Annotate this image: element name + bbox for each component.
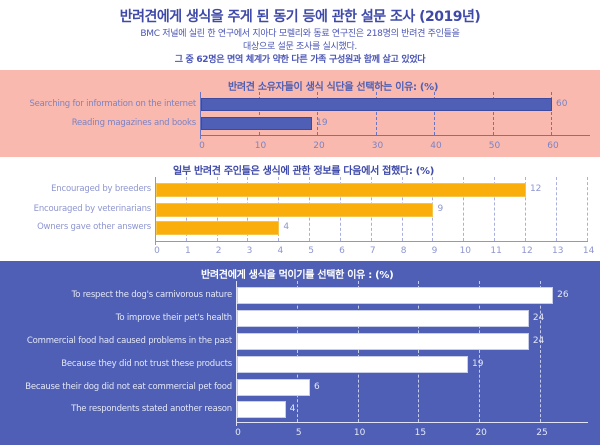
x-tick-label: 10: [353, 428, 366, 438]
category-label: The respondents stated another reason: [71, 403, 232, 414]
category-label: To improve their pet's health: [115, 312, 232, 323]
bar-value-label: 60: [556, 98, 568, 109]
bar-value-label: 12: [529, 184, 542, 194]
x-tick-label: 13: [552, 246, 564, 256]
bar: [156, 183, 526, 197]
x-tick-label: 4: [277, 246, 284, 256]
chart-panel-info-sources: 일부 반려견 주인들은 생식에 관한 정보를 다음에서 접했다: (%) Enco…: [0, 157, 600, 261]
category-label: Owners gave other answers: [37, 222, 151, 232]
bar-value-label: 24: [532, 312, 545, 323]
x-tick-label: 25: [536, 428, 548, 438]
category-label: Because their dog did not eat commercial…: [25, 381, 232, 392]
x-tick-label: 9: [431, 246, 438, 256]
bar-value-label: 9: [437, 204, 444, 214]
main-title: 반려견에게 생식을 주게 된 동기 등에 관한 설문 조사 (2019년): [119, 9, 481, 25]
gridline: [586, 177, 588, 241]
chart-title: 반려견에게 생식을 먹이기를 선택한 이유 : (%): [201, 270, 394, 281]
x-tick-label: 6: [339, 246, 345, 256]
bar: [156, 221, 280, 235]
category-label: Because they did not trust these product…: [61, 358, 232, 369]
bar: [201, 117, 313, 130]
gridline: [296, 281, 298, 422]
x-tick-label: 1: [184, 246, 191, 256]
x-tick-label: 7: [369, 246, 376, 256]
gridline: [357, 281, 359, 422]
gridline: [434, 92, 435, 135]
x-tick-label: 10: [254, 141, 267, 151]
bar-value-label: 26: [557, 289, 569, 300]
bar: [237, 287, 554, 304]
bar-value-label: 4: [283, 222, 290, 232]
bar-value-label: 6: [313, 381, 320, 392]
x-axis-line: [200, 135, 590, 136]
y-axis-line: [200, 92, 201, 139]
gridline: [494, 177, 496, 241]
x-tick-label: 10: [459, 246, 472, 256]
x-tick-label: 20: [313, 141, 325, 151]
category-label: Commercial food had caused problems in t…: [26, 335, 232, 346]
x-tick-label: 5: [295, 428, 302, 438]
bar: [237, 379, 310, 396]
bar: [237, 356, 469, 373]
category-label: Encouraged by veterinarians: [33, 204, 152, 214]
gridline: [555, 177, 557, 241]
chart-panel-feeding-reasons: 반려견에게 생식을 먹이기를 선택한 이유 : (%) To respect th…: [0, 261, 600, 445]
subtitle-line-1: BMC 저널에 실린 한 연구에서 지아다 모렐리와 동료 연구진은 218명의…: [140, 29, 460, 39]
bar-value-label: 24: [532, 335, 545, 346]
category-label: Searching for information on the interne…: [29, 98, 196, 109]
y-axis-line: [236, 281, 237, 426]
gridline: [479, 281, 481, 422]
x-tick-label: 15: [414, 428, 427, 438]
bar: [156, 203, 434, 217]
gridline: [375, 92, 377, 135]
x-tick-label: 20: [475, 428, 487, 438]
subtitle-line-2: 대상으로 설문 조사를 실시했다.: [243, 42, 357, 52]
x-tick-label: 60: [547, 141, 559, 151]
gridline: [258, 92, 260, 135]
x-tick-label: 5: [308, 246, 315, 256]
gridline: [551, 92, 552, 135]
gridline: [317, 92, 318, 135]
bar: [237, 310, 529, 327]
bar: [201, 98, 552, 111]
x-tick-label: 8: [400, 246, 407, 256]
chart-panel-diet-reasons: 반려견 소유자들이 생식 식단을 선택하는 이유: (%) Searching f…: [0, 70, 600, 157]
infographic-header: 반려견에게 생식을 주게 된 동기 등에 관한 설문 조사 (2019년) BM…: [0, 0, 600, 70]
subtitle-line-3: 그 중 62명은 면역 체계가 약한 다른 가족 구성원과 함께 살고 있었다: [174, 55, 426, 65]
chart-title: 일부 반려견 주인들은 생식에 관한 정보를 다음에서 접했다: (%): [173, 166, 435, 177]
chart-title: 반려견 소유자들이 생식 식단을 선택하는 이유: (%): [228, 82, 439, 93]
bar-value-label: 19: [472, 358, 484, 369]
x-tick-label: 12: [521, 246, 533, 256]
bar-value-label: 4: [289, 403, 296, 414]
category-label: To respect the dog's carnivorous nature: [71, 289, 233, 300]
y-axis-line: [155, 177, 156, 245]
x-tick-label: 11: [490, 246, 502, 256]
gridline: [463, 177, 465, 241]
x-tick-label: 0: [154, 246, 160, 256]
x-tick-label: 2: [215, 246, 222, 256]
x-tick-label: 0: [235, 428, 241, 438]
category-label: Encouraged by breeders: [51, 184, 151, 194]
gridline: [540, 281, 541, 422]
x-tick-label: 40: [430, 141, 442, 151]
x-axis-line: [155, 241, 588, 242]
bar: [237, 333, 529, 350]
category-label: Reading magazines and books: [71, 117, 197, 128]
x-tick-label: 14: [582, 246, 595, 256]
gridline: [524, 177, 526, 241]
x-axis-line: [236, 422, 588, 423]
gridline: [492, 92, 494, 135]
x-tick-label: 0: [199, 141, 205, 151]
bar-value-label: 19: [316, 117, 328, 128]
x-tick-label: 30: [371, 141, 384, 151]
x-tick-label: 50: [488, 141, 501, 151]
gridline: [418, 281, 420, 422]
bar: [237, 401, 286, 418]
x-tick-label: 3: [246, 246, 253, 256]
